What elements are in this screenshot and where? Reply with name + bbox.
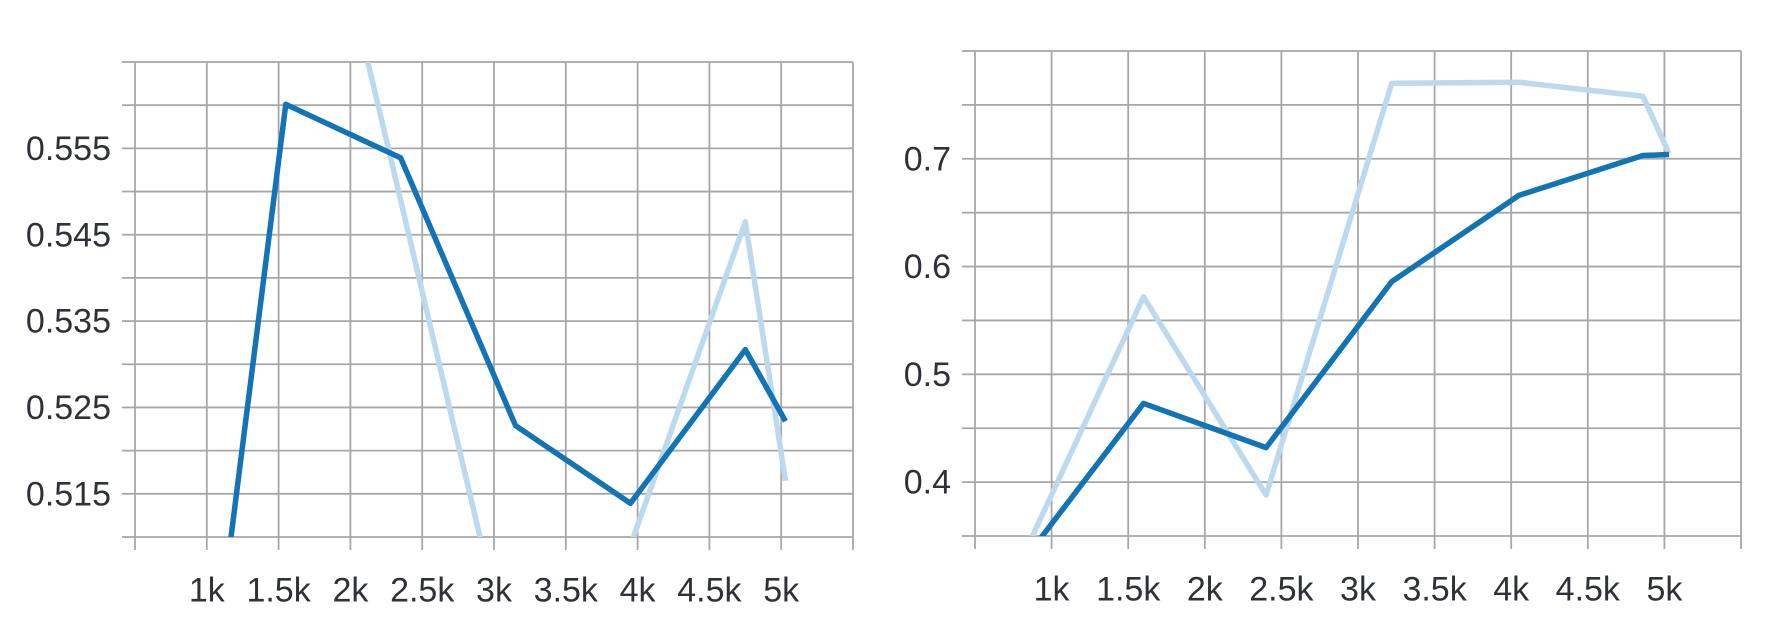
- y-tick-label: 0.6: [904, 248, 951, 286]
- x-tick-label: 1k: [189, 571, 226, 609]
- x-tick-label: 2.5k: [390, 571, 455, 609]
- left-metric-chart: 1k 1.5k 2k 2.5k 3k 3.5k 4k 4.5k 5k 0.515 0.525 0.53…: [26, 61, 854, 609]
- right-metric-chart-smoothed-dark-line: [1038, 151, 1670, 536]
- x-tick-label: 1.5k: [1096, 570, 1161, 608]
- y-tick-label: 0.7: [904, 140, 951, 178]
- y-tick-label: 0.525: [26, 389, 111, 427]
- y-tick-label: 0.515: [26, 475, 111, 513]
- x-tick-label: 3.5k: [1402, 570, 1467, 608]
- right-metric-chart-tick-marks: [962, 50, 1742, 549]
- right-metric-chart-y-tick-labels: 0.4 0.5 0.6 0.7: [904, 140, 951, 501]
- right-metric-chart: 1k 1.5k 2k 2.5k 3k 3.5k 4k 4.5k 5k 0.4 0.5 0.6 0.7: [904, 50, 1742, 608]
- left-metric-chart-y-tick-labels: 0.515 0.525 0.535 0.545 0.555: [26, 130, 111, 513]
- x-tick-label: 4k: [620, 571, 657, 609]
- x-tick-label: 1k: [1034, 570, 1071, 608]
- x-tick-label: 2.5k: [1249, 570, 1314, 608]
- x-tick-label: 4.5k: [1556, 570, 1621, 608]
- x-tick-label: 5k: [1646, 570, 1683, 608]
- x-tick-label: 4.5k: [677, 571, 742, 609]
- x-tick-label: 2k: [1187, 570, 1224, 608]
- right-metric-chart-gridlines: [974, 50, 1742, 537]
- y-tick-label: 0.555: [26, 130, 111, 168]
- left-metric-chart-x-tick-labels: 1k 1.5k 2k 2.5k 3k 3.5k 4k 4.5k 5k: [189, 571, 800, 609]
- x-tick-label: 3k: [476, 571, 513, 609]
- y-tick-label: 0.545: [26, 216, 111, 254]
- y-tick-label: 0.5: [904, 356, 951, 394]
- right-metric-chart-x-tick-labels: 1k 1.5k 2k 2.5k 3k 3.5k 4k 4.5k 5k: [1034, 570, 1684, 608]
- x-tick-label: 4k: [1493, 570, 1530, 608]
- left-metric-chart-tick-marks: [122, 61, 854, 550]
- x-tick-label: 5k: [763, 571, 800, 609]
- x-tick-label: 3k: [1340, 570, 1377, 608]
- y-tick-label: 0.4: [904, 464, 951, 502]
- right-metric-chart-raw-light-line: [1029, 79, 1672, 536]
- y-tick-label: 0.535: [26, 303, 111, 341]
- left-metric-chart-smoothed-dark-line: [228, 101, 788, 537]
- left-metric-chart-gridlines: [134, 61, 854, 538]
- x-tick-label: 1.5k: [246, 571, 311, 609]
- left-metric-chart-raw-light-line: [365, 62, 789, 537]
- x-tick-label: 3.5k: [534, 571, 599, 609]
- x-tick-label: 2k: [332, 571, 369, 609]
